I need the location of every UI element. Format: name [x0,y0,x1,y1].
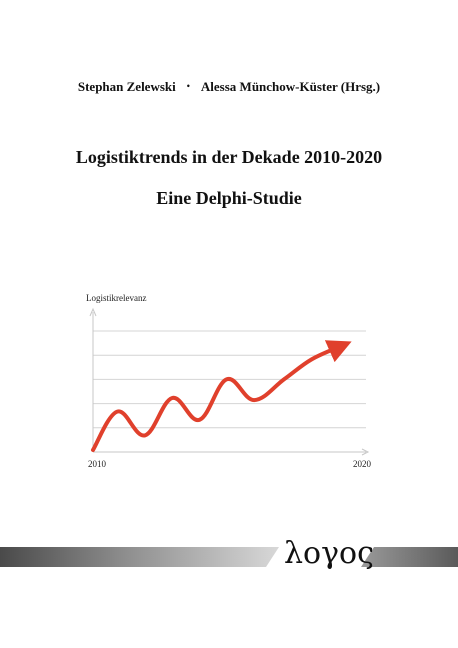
series-line [91,340,352,452]
x-tick-label-start: 2010 [88,459,107,469]
author-1: Stephan Zelewski [77,79,176,94]
x-axis-arrow [361,448,370,456]
book-title: Logistiktrends in der Dekade 2010-2020 [75,147,383,167]
book-subtitle: Eine Delphi-Studie [156,188,302,208]
banner-left-band [0,547,279,567]
x-tick-label-end: 2020 [353,459,372,469]
author-2: Alessa Münchow-Küster (Hrsg.) [200,79,381,94]
banner-right-band [361,547,458,567]
publisher-logo: λογος [284,536,374,571]
y-axis-label: Logistikrelevanz [86,293,146,303]
authors-line: Stephan Zelewski • Alessa Münchow-Küster (… [0,79,458,95]
y-axis-arrow [89,307,97,317]
author-separator: • [186,81,190,91]
